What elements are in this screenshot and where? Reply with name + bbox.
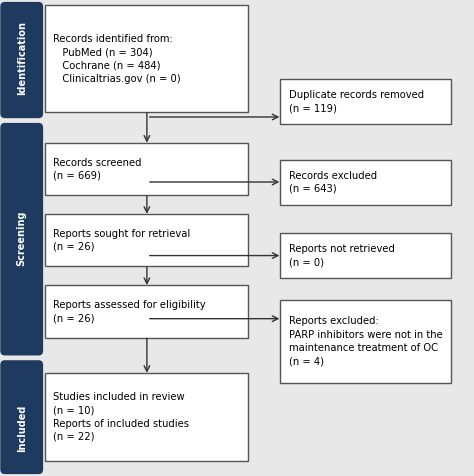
Text: Records screened
(n = 669): Records screened (n = 669) [53,158,142,181]
Text: Records excluded
(n = 643): Records excluded (n = 643) [289,170,377,194]
FancyBboxPatch shape [280,300,451,383]
Text: Reports sought for retrieval
(n = 26): Reports sought for retrieval (n = 26) [53,229,190,252]
FancyBboxPatch shape [46,373,248,461]
FancyBboxPatch shape [280,233,451,278]
FancyBboxPatch shape [0,2,43,118]
FancyBboxPatch shape [46,214,248,267]
Text: Reports assessed for eligibility
(n = 26): Reports assessed for eligibility (n = 26… [53,300,206,323]
FancyBboxPatch shape [0,123,43,356]
FancyBboxPatch shape [46,286,248,337]
Text: Reports not retrieved
(n = 0): Reports not retrieved (n = 0) [289,244,395,268]
Text: Screening: Screening [17,210,27,266]
Text: Duplicate records removed
(n = 119): Duplicate records removed (n = 119) [289,90,424,113]
Text: Identification: Identification [17,20,27,95]
Text: Included: Included [17,404,27,452]
FancyBboxPatch shape [280,79,451,124]
Text: Records identified from:
   PubMed (n = 304)
   Cochrane (n = 484)
   Clinicaltr: Records identified from: PubMed (n = 304… [53,34,181,84]
FancyBboxPatch shape [280,159,451,205]
FancyBboxPatch shape [46,143,248,195]
FancyBboxPatch shape [46,5,248,112]
Text: Studies included in review
(n = 10)
Reports of included studies
(n = 22): Studies included in review (n = 10) Repo… [53,392,189,442]
Text: Reports excluded:
PARP inhibitors were not in the
maintenance treatment of OC
(n: Reports excluded: PARP inhibitors were n… [289,317,443,366]
FancyBboxPatch shape [0,360,43,474]
